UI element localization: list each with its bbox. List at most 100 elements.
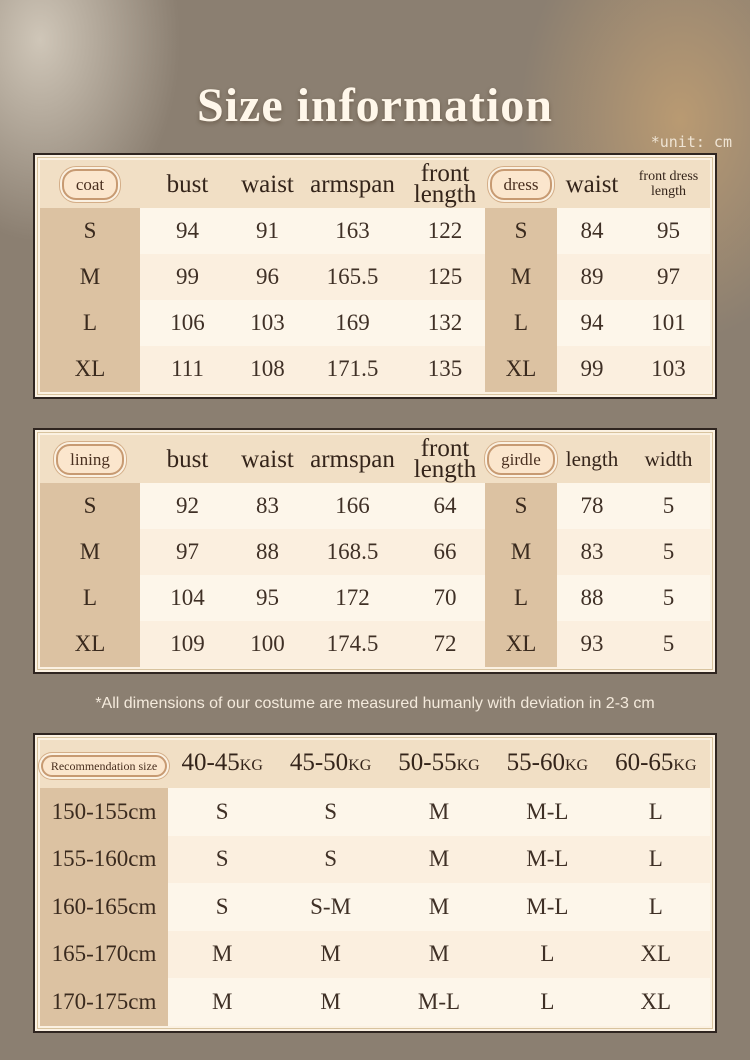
cell: 66: [405, 529, 485, 575]
unit-label: *unit: cm: [650, 133, 732, 151]
cell: 97: [140, 529, 235, 575]
cell: 99: [140, 254, 235, 300]
cell: M: [168, 978, 277, 1026]
cell: 100: [235, 621, 300, 667]
cell: 94: [557, 300, 627, 346]
weight-unit: KG: [239, 757, 263, 774]
table-row: S 94 91 163 122 S 84 95: [40, 208, 710, 254]
cell: 135: [405, 346, 485, 392]
table-row: L 104 95 172 70 L 88 5: [40, 575, 710, 621]
table-row: 165-170cm M M M L XL: [40, 930, 710, 978]
header-weight: 55-60KG: [493, 740, 602, 788]
header-weight: 40-45KG: [168, 740, 277, 788]
cell: 132: [405, 300, 485, 346]
header-weight: 60-65KG: [601, 740, 710, 788]
cell: 169: [300, 300, 405, 346]
table-row: M 99 96 165.5 125 M 89 97: [40, 254, 710, 300]
size-label: S: [485, 208, 557, 254]
cell: 5: [627, 483, 710, 529]
cell: 91: [235, 208, 300, 254]
size-label: L: [485, 575, 557, 621]
cell: 88: [235, 529, 300, 575]
cell: S: [168, 835, 277, 883]
size-label: L: [485, 300, 557, 346]
cell: 122: [405, 208, 485, 254]
cell: 5: [627, 529, 710, 575]
weight-unit: KG: [673, 757, 697, 774]
weight-range: 40-45: [181, 749, 240, 776]
cell: 171.5: [300, 346, 405, 392]
cell: L: [493, 930, 602, 978]
table-row: L 106 103 169 132 L 94 101: [40, 300, 710, 346]
cell: 174.5: [300, 621, 405, 667]
recommendation-table: Recommendation size 40-45KG 45-50KG 50-55K…: [33, 733, 717, 1033]
size-label: L: [40, 300, 140, 346]
cell: 94: [140, 208, 235, 254]
cell: L: [493, 978, 602, 1026]
weight-range: 55-60: [506, 749, 565, 776]
weight-range: 50-55: [398, 749, 457, 776]
weight-range: 45-50: [289, 749, 349, 776]
cell: S: [276, 835, 385, 883]
cell: 70: [405, 575, 485, 621]
weight-unit: KG: [348, 757, 372, 774]
cell: L: [601, 788, 710, 836]
header-waist: waist: [235, 160, 300, 208]
cell: 165.5: [300, 254, 405, 300]
height-label: 170-175cm: [40, 978, 168, 1026]
height-label: 160-165cm: [40, 883, 168, 931]
size-label: L: [40, 575, 140, 621]
table-row: XL 109 100 174.5 72 XL 93 5: [40, 621, 710, 667]
header-weight: 45-50KG: [276, 740, 385, 788]
cell: 72: [405, 621, 485, 667]
measurement-note: *All dimensions of our costume are measu…: [95, 695, 655, 712]
cell: 83: [557, 529, 627, 575]
cell: M: [384, 883, 494, 931]
cell: 93: [557, 621, 627, 667]
height-label: 165-170cm: [40, 930, 168, 978]
header-front-length: front length: [405, 160, 485, 208]
weight-range: 60-65: [615, 749, 674, 776]
cell: 172: [300, 575, 405, 621]
cell: 84: [557, 208, 627, 254]
cell: 101: [627, 300, 710, 346]
lining-girdle-table: lining bust waist armspan front length g…: [33, 428, 717, 674]
header-armspan: armspan: [300, 435, 405, 483]
weight-unit: KG: [564, 757, 589, 774]
cell: M: [168, 930, 277, 978]
cell: L: [601, 835, 710, 883]
cell: 88: [557, 575, 627, 621]
cell: 168.5: [300, 529, 405, 575]
cell: 125: [405, 254, 485, 300]
cell: M: [276, 930, 385, 978]
cell: 89: [557, 254, 627, 300]
cell: M-L: [493, 788, 602, 836]
cell: M-L: [493, 835, 602, 883]
girdle-badge: girdle: [485, 435, 557, 483]
size-label: S: [485, 483, 557, 529]
cell: 5: [627, 621, 710, 667]
header-waist: waist: [235, 435, 300, 483]
cell: S-M: [276, 883, 385, 931]
cell: 163: [300, 208, 405, 254]
coat-dress-table: coat bust waist armspan front length dre…: [33, 153, 717, 399]
header-armspan: armspan: [300, 160, 405, 208]
cell: XL: [601, 978, 710, 1026]
coat-badge: coat: [40, 160, 140, 208]
lining-badge: lining: [40, 435, 140, 483]
cell: 92: [140, 483, 235, 529]
size-label: S: [40, 208, 140, 254]
cell: 64: [405, 483, 485, 529]
table-row: 160-165cm S S-M M M-L L: [40, 883, 710, 931]
size-label: XL: [40, 621, 140, 667]
header-girdle-width: width: [627, 435, 710, 483]
cell: 111: [140, 346, 235, 392]
cell: 103: [627, 346, 710, 392]
cell: 106: [140, 300, 235, 346]
height-label: 150-155cm: [40, 788, 168, 836]
header-weight: 50-55KG: [384, 740, 494, 788]
table-row: 155-160cm S S M M-L L: [40, 835, 710, 883]
cell: M: [384, 835, 494, 883]
cell: 103: [235, 300, 300, 346]
size-label: M: [485, 529, 557, 575]
